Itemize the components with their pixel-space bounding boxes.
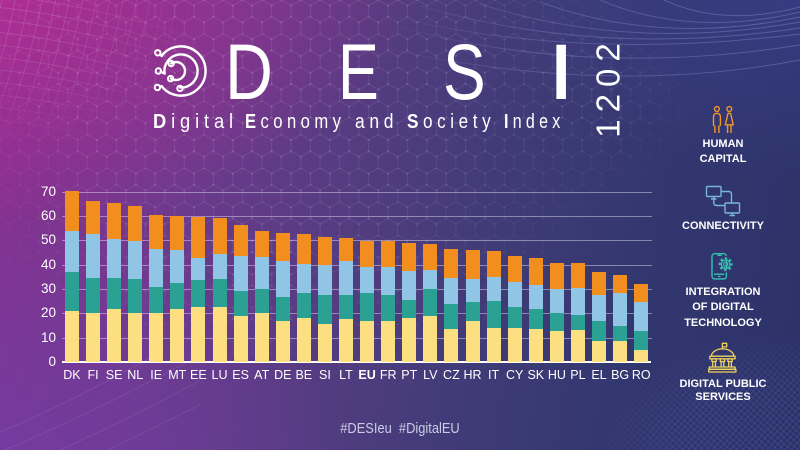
svg-text:1202: 1202 bbox=[590, 38, 627, 138]
